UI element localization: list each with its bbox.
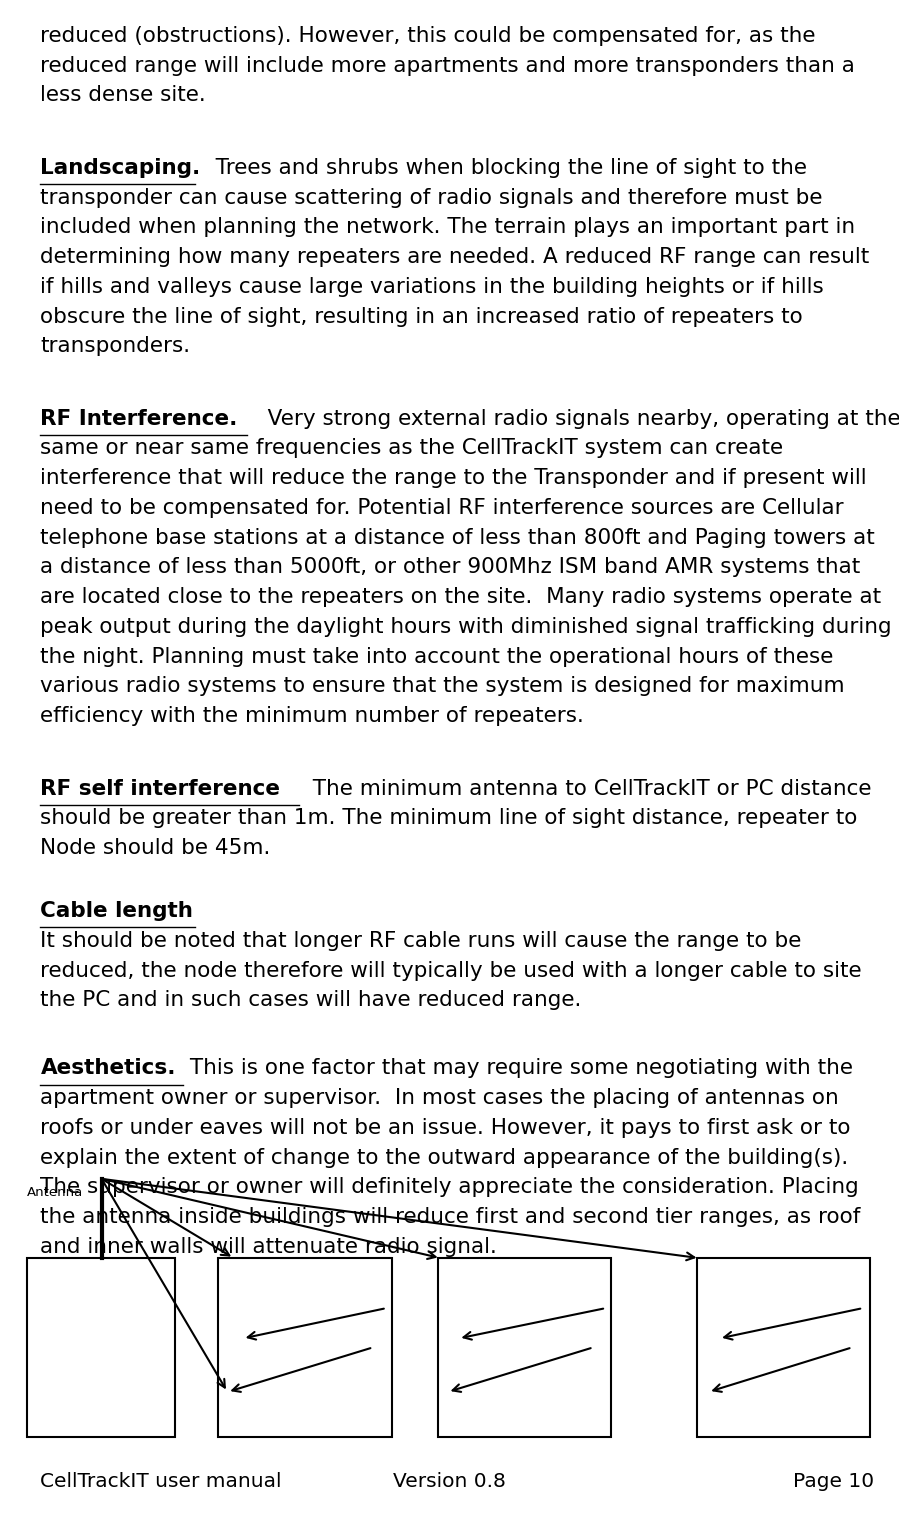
Text: determining how many repeaters are needed. A reduced RF range can result: determining how many repeaters are neede…: [40, 247, 869, 267]
Text: apartment owner or supervisor.  In most cases the placing of antennas on: apartment owner or supervisor. In most c…: [40, 1087, 839, 1109]
Text: various radio systems to ensure that the system is designed for maximum: various radio systems to ensure that the…: [40, 676, 845, 697]
Text: interference that will reduce the range to the Transponder and if present will: interference that will reduce the range …: [40, 468, 867, 488]
Text: roofs or under eaves will not be an issue. However, it pays to first ask or to: roofs or under eaves will not be an issu…: [40, 1118, 851, 1138]
Text: transponders.: transponders.: [40, 336, 191, 357]
Text: transponder can cause scattering of radio signals and therefore must be: transponder can cause scattering of radi…: [40, 188, 823, 207]
Text: obscure the line of sight, resulting in an increased ratio of repeaters to: obscure the line of sight, resulting in …: [40, 307, 803, 326]
Text: are located close to the repeaters on the site.  Many radio systems operate at: are located close to the repeaters on th…: [40, 587, 882, 607]
Bar: [27, 1258, 175, 1437]
Text: same or near same frequencies as the CellTrackIT system can create: same or near same frequencies as the Cel…: [40, 438, 784, 459]
Text: a distance of less than 5000ft, or other 900Mhz ISM band AMR systems that: a distance of less than 5000ft, or other…: [40, 557, 860, 578]
Text: Aesthetics.: Aesthetics.: [40, 1058, 176, 1078]
Text: efficiency with the minimum number of repeaters.: efficiency with the minimum number of re…: [40, 706, 584, 726]
Text: less dense site.: less dense site.: [40, 85, 206, 105]
Text: reduced, the node therefore will typically be used with a longer cable to site: reduced, the node therefore will typical…: [40, 961, 862, 981]
Text: should be greater than 1m. The minimum line of sight distance, repeater to: should be greater than 1m. The minimum l…: [40, 808, 858, 828]
Text: The minimum antenna to CellTrackIT or PC distance: The minimum antenna to CellTrackIT or PC…: [298, 778, 871, 799]
Text: CellTrackIT user manual: CellTrackIT user manual: [40, 1473, 282, 1491]
Text: reduced (obstructions). However, this could be compensated for, as the: reduced (obstructions). However, this co…: [40, 26, 816, 46]
Text: if hills and valleys cause large variations in the building heights or if hills: if hills and valleys cause large variati…: [40, 276, 824, 297]
Text: Cable length: Cable length: [40, 901, 193, 921]
Text: explain the extent of change to the outward appearance of the building(s).: explain the extent of change to the outw…: [40, 1147, 849, 1168]
Text: Version 0.8: Version 0.8: [393, 1473, 506, 1491]
Text: reduced range will include more apartments and more transponders than a: reduced range will include more apartmen…: [40, 55, 855, 76]
Text: peak output during the daylight hours with diminished signal trafficking during: peak output during the daylight hours wi…: [40, 616, 892, 637]
Text: The supervisor or owner will definitely appreciate the consideration. Placing: The supervisor or owner will definitely …: [40, 1177, 859, 1197]
Text: This is one factor that may require some negotiating with the: This is one factor that may require some…: [182, 1058, 852, 1078]
Text: Very strong external radio signals nearby, operating at the: Very strong external radio signals nearb…: [247, 409, 899, 429]
Text: Antenna: Antenna: [27, 1186, 84, 1200]
Text: the night. Planning must take into account the operational hours of these: the night. Planning must take into accou…: [40, 647, 834, 666]
Text: RF Interference.: RF Interference.: [40, 409, 238, 429]
Bar: [218, 1258, 392, 1437]
Text: Page 10: Page 10: [793, 1473, 874, 1491]
Text: and inner walls will attenuate radio signal.: and inner walls will attenuate radio sig…: [40, 1237, 497, 1257]
Text: the antenna inside buildings will reduce first and second tier ranges, as roof: the antenna inside buildings will reduce…: [40, 1206, 861, 1228]
Text: need to be compensated for. Potential RF interference sources are Cellular: need to be compensated for. Potential RF…: [40, 497, 844, 518]
Text: Node should be 45m.: Node should be 45m.: [40, 837, 271, 859]
Bar: [438, 1258, 611, 1437]
Text: RF self interference: RF self interference: [40, 778, 280, 799]
Text: It should be noted that longer RF cable runs will cause the range to be: It should be noted that longer RF cable …: [40, 930, 802, 952]
Text: the PC and in such cases will have reduced range.: the PC and in such cases will have reduc…: [40, 990, 582, 1011]
Text: included when planning the network. The terrain plays an important part in: included when planning the network. The …: [40, 217, 856, 238]
Bar: [697, 1258, 870, 1437]
Text: telephone base stations at a distance of less than 800ft and Paging towers at: telephone base stations at a distance of…: [40, 528, 876, 547]
Text: Landscaping.: Landscaping.: [40, 157, 200, 178]
Text: Trees and shrubs when blocking the line of sight to the: Trees and shrubs when blocking the line …: [195, 157, 807, 178]
